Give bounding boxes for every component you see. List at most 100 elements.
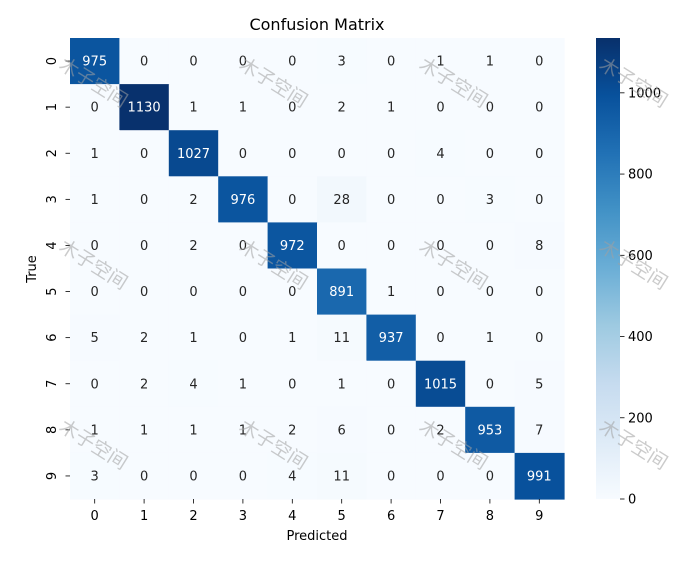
heatmap-cell <box>218 84 269 131</box>
cell-value-label: 3 <box>338 55 346 70</box>
cell-value-label: 1 <box>338 377 346 392</box>
cell-value-label: 2 <box>288 423 296 438</box>
heatmap-cell <box>514 222 565 270</box>
cell-value-label: 2 <box>436 423 444 438</box>
heatmap-cell <box>415 222 466 270</box>
heatmap-cell <box>119 406 170 454</box>
cell-value-label: 2 <box>338 101 346 116</box>
heatmap-cell <box>465 84 516 131</box>
heatmap-cell <box>415 406 466 454</box>
cell-value-label: 0 <box>140 147 148 162</box>
chart-title: Confusion Matrix <box>249 15 384 34</box>
cell-value-label: 0 <box>239 285 247 300</box>
heatmap-cell <box>514 176 565 223</box>
cell-value-label: 0 <box>288 377 296 392</box>
x-tick-label: 3 <box>239 509 247 524</box>
cell-value-label: 0 <box>140 469 148 484</box>
cell-value-label: 0 <box>387 377 395 392</box>
heatmap-cell <box>218 222 269 270</box>
cell-value-label: 1 <box>387 101 395 116</box>
heatmap-cell <box>168 84 219 131</box>
cell-value-label: 0 <box>535 285 543 300</box>
cell-value-label: 0 <box>387 469 395 484</box>
heatmap-cell <box>70 130 120 177</box>
heatmap-cell <box>514 130 565 177</box>
heatmap-cell <box>514 452 565 500</box>
colorbar-ticks: 0 200 400 600 800 1000 <box>620 86 661 508</box>
y-tick-label: 6 <box>45 334 60 342</box>
cell-value-label: 0 <box>239 331 247 346</box>
heatmap-cell <box>514 406 565 454</box>
heatmap-cell <box>267 176 318 223</box>
cell-value-label: 1 <box>239 423 247 438</box>
y-tick-label: 0 <box>45 57 60 65</box>
heatmap-cell <box>415 130 466 177</box>
x-tick-label: 6 <box>387 509 395 524</box>
heatmap-cell <box>267 38 318 85</box>
cell-value-label: 0 <box>338 239 346 254</box>
heatmap-cell <box>218 314 269 362</box>
heatmap-cell <box>514 314 565 362</box>
heatmap-cell <box>415 268 466 316</box>
y-tick-label: 2 <box>45 149 60 157</box>
heatmap-cell <box>514 38 565 85</box>
cell-value-label: 0 <box>535 55 543 70</box>
y-axis-ticks: 0 1 2 3 4 5 6 7 8 9 <box>45 57 70 480</box>
colorbar-tick-label: 400 <box>628 330 653 345</box>
cell-value-label: 3 <box>91 469 99 484</box>
cell-value-label: 991 <box>527 469 552 484</box>
cell-value-label: 1 <box>239 377 247 392</box>
cell-value-label: 0 <box>436 469 444 484</box>
cell-value-label: 2 <box>140 331 148 346</box>
cell-value-label: 975 <box>82 55 107 70</box>
cell-value-label: 4 <box>189 377 197 392</box>
cell-value-label: 976 <box>230 193 255 208</box>
cell-value-label: 5 <box>91 331 99 346</box>
cell-value-label: 0 <box>91 285 99 300</box>
cell-value-label: 1 <box>189 331 197 346</box>
x-axis-label: Predicted <box>286 529 347 544</box>
heatmap-cell <box>514 84 565 131</box>
cell-value-label: 0 <box>535 101 543 116</box>
heatmap-cell <box>70 406 120 454</box>
heatmap-cell <box>168 38 219 85</box>
cell-value-label: 0 <box>436 101 444 116</box>
cell-value-label: 0 <box>436 193 444 208</box>
heatmap-cell <box>267 130 318 177</box>
cell-value-label: 0 <box>239 147 247 162</box>
heatmap-cell <box>465 360 516 408</box>
cell-value-label: 1 <box>91 147 99 162</box>
y-tick-label: 5 <box>45 287 60 295</box>
cell-value-label: 0 <box>387 193 395 208</box>
heatmap-cell <box>366 268 417 316</box>
y-tick-label: 9 <box>45 472 60 480</box>
heatmap-cell <box>168 176 219 223</box>
heatmap-cell <box>465 314 516 362</box>
cell-value-label: 11 <box>333 331 350 346</box>
heatmap-cell <box>317 360 367 408</box>
cell-value-label: 1 <box>91 193 99 208</box>
heatmap-cell <box>168 452 219 500</box>
cell-value-label: 0 <box>486 469 494 484</box>
colorbar-tick-label: 0 <box>628 493 636 508</box>
cell-value-label: 972 <box>280 239 305 254</box>
x-tick-label: 2 <box>189 509 197 524</box>
cell-value-label: 1027 <box>177 147 210 162</box>
cell-value-label: 0 <box>239 239 247 254</box>
cell-value-label: 0 <box>91 101 99 116</box>
cell-value-label: 0 <box>288 285 296 300</box>
y-tick-label: 3 <box>45 195 60 203</box>
heatmap-cell <box>119 268 170 316</box>
heatmap-cell <box>465 268 516 316</box>
heatmap-cell <box>317 314 367 362</box>
x-tick-label: 5 <box>338 509 346 524</box>
cell-value-label: 1 <box>486 55 494 70</box>
heatmap-cell <box>70 176 120 223</box>
heatmap-cell <box>415 314 466 362</box>
heatmap-cell <box>317 268 367 316</box>
cell-value-label: 1 <box>387 285 395 300</box>
heatmap-cell <box>415 360 466 408</box>
cell-value-label: 0 <box>535 147 543 162</box>
heatmap-cell <box>119 222 170 270</box>
